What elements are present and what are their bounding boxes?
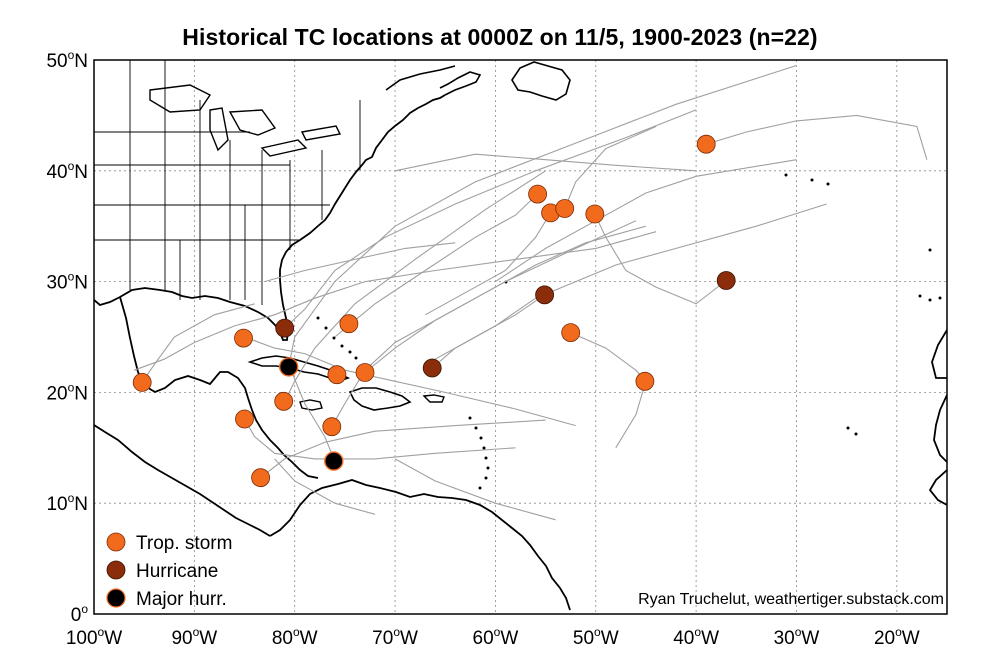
tc-point-tropical-storm xyxy=(528,184,547,204)
lesser-antilles xyxy=(468,416,490,490)
storm-track-18 xyxy=(141,303,255,383)
storm-track-15 xyxy=(434,294,545,360)
tc-point-tropical-storm xyxy=(696,134,716,154)
tc-point-tropical-storm xyxy=(132,372,152,392)
tc-point-tropical-storm xyxy=(251,468,271,488)
y-tick-label: 40oN xyxy=(46,159,88,183)
storm-track-20 xyxy=(495,159,797,283)
legend-label-tropical-storm: Trop. storm xyxy=(136,533,232,554)
tc-point-tropical-storm xyxy=(339,314,359,334)
storm-track-22 xyxy=(274,458,376,515)
tc-point-tropical-storm xyxy=(234,328,253,348)
storm-track-0 xyxy=(133,231,657,371)
tc-point-major-hurricane xyxy=(324,451,344,471)
storm-track-13 xyxy=(564,125,657,209)
storm-track-17 xyxy=(706,114,928,160)
legend-marker-hurricane xyxy=(106,560,126,580)
y-tick-label: 20oN xyxy=(46,380,88,404)
x-tick-label: 100oW xyxy=(66,625,122,649)
great-lakes xyxy=(149,84,342,157)
legend-label-major-hurricane: Major hurr. xyxy=(136,589,227,610)
state-borders xyxy=(94,60,361,305)
tc-point-hurricane xyxy=(716,271,736,290)
storm-track-19 xyxy=(394,153,697,172)
x-tick-label: 60oW xyxy=(473,625,519,649)
north-america-coast xyxy=(94,94,446,341)
x-tick-label: 50oW xyxy=(573,625,619,649)
jamaica-island xyxy=(299,399,323,411)
central-america-coast xyxy=(94,424,271,537)
bahamas-islands xyxy=(316,316,358,360)
coastlines xyxy=(94,60,947,611)
tc-point-tropical-storm xyxy=(561,323,581,343)
x-tick-label: 70oW xyxy=(372,625,418,649)
tc-point-tropical-storm xyxy=(555,199,575,218)
storm-track-21 xyxy=(264,242,456,283)
puerto-rico-island xyxy=(422,394,445,403)
x-axis-ticks: 100oW 90oW 80oW 70oW 60oW 50oW 40oW 30oW 20oW xyxy=(66,625,920,649)
legend-marker-major-hurricane xyxy=(106,588,126,608)
x-tick-label: 20oW xyxy=(874,625,920,649)
storm-track-5 xyxy=(284,109,697,329)
y-tick-label: 0o xyxy=(71,602,89,626)
tc-point-major-hurricane xyxy=(279,357,299,377)
storm-track-11 xyxy=(334,193,538,338)
storm-track-12 xyxy=(424,212,552,316)
tc-point-tropical-storm xyxy=(585,204,605,224)
hispaniola-island xyxy=(348,387,412,411)
storm-track-9 xyxy=(364,225,647,373)
storm-track-6 xyxy=(288,64,797,368)
storm-track-8 xyxy=(331,220,637,427)
storm-track-7 xyxy=(289,366,336,462)
africa-coast xyxy=(928,329,947,506)
y-tick-label: 30oN xyxy=(46,270,88,294)
newfoundland-island xyxy=(511,61,571,101)
tc-point-hurricane xyxy=(275,318,295,338)
south-america-coast xyxy=(269,479,571,611)
storm-track-4 xyxy=(284,170,546,402)
plot-area xyxy=(94,60,947,614)
tc-point-tropical-storm xyxy=(322,417,342,437)
storm-track-3 xyxy=(260,419,546,479)
y-axis-ticks: 50oN 40oN 30oN 20oN 10oN 0o xyxy=(46,48,88,626)
tc-point-tropical-storm xyxy=(635,371,655,391)
credit-text: Ryan Truchelut, weathertiger.substack.co… xyxy=(638,591,944,608)
storm-track-2 xyxy=(244,418,516,460)
canada-coast xyxy=(385,65,482,96)
y-tick-label: 50oN xyxy=(46,48,88,72)
tc-points xyxy=(132,134,736,488)
tc-point-tropical-storm xyxy=(235,409,254,429)
storm-track-14 xyxy=(594,213,727,305)
legend-label-hurricane: Hurricane xyxy=(136,561,218,582)
tc-point-hurricane xyxy=(535,285,554,305)
tc-point-tropical-storm xyxy=(274,391,294,411)
tc-point-hurricane xyxy=(422,358,442,378)
plot-frame xyxy=(93,59,948,615)
x-tick-label: 90oW xyxy=(171,625,217,649)
legend-marker-tropical-storm xyxy=(106,532,126,552)
x-tick-label: 30oW xyxy=(774,625,820,649)
tc-point-tropical-storm xyxy=(327,365,347,385)
x-tick-label: 40oW xyxy=(673,625,719,649)
y-tick-label: 10oN xyxy=(46,491,88,515)
x-tick-label: 80oW xyxy=(272,625,318,649)
legend: Trop. storm Hurricane Major hurr. xyxy=(106,532,232,610)
map-title: Historical TC locations at 0000Z on 11/5… xyxy=(182,24,818,50)
tc-point-tropical-storm xyxy=(355,363,375,382)
storm-track-23 xyxy=(394,458,556,521)
